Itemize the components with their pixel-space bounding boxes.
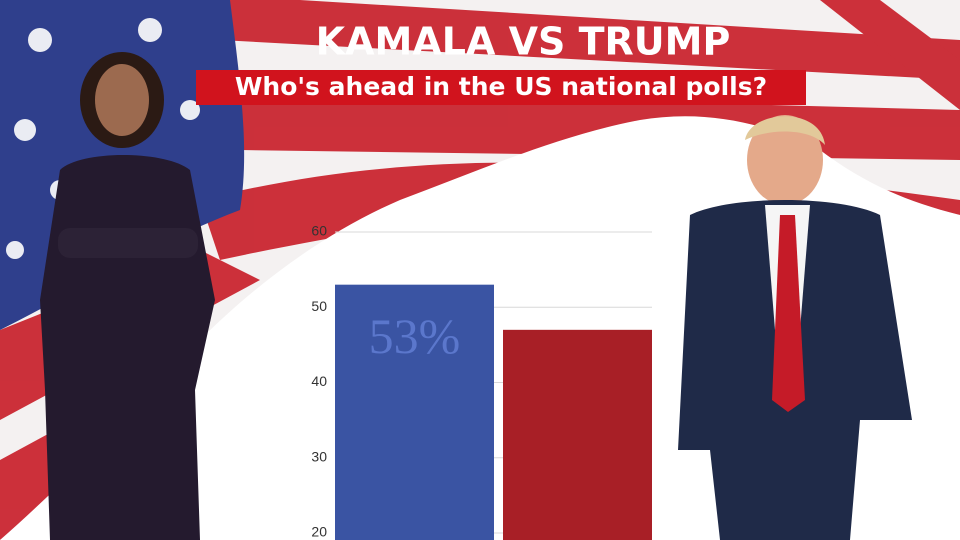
person-right xyxy=(678,115,912,540)
y-tick-label: 20 xyxy=(311,524,327,540)
chart-title: KAMALA VS TRUMP xyxy=(316,20,731,64)
plot-area: 20 30 40 50 60 53% xyxy=(311,223,652,540)
y-tick-label: 50 xyxy=(311,298,327,314)
y-tick-label: 60 xyxy=(311,223,327,239)
y-tick-label: 30 xyxy=(311,448,327,464)
subtitle-box xyxy=(196,70,806,105)
y-tick-label: 40 xyxy=(311,373,327,389)
person-left xyxy=(40,52,215,540)
bar xyxy=(503,329,652,540)
chart-subtitle: Who's ahead in the US national polls? xyxy=(235,72,767,101)
data-label: 53% xyxy=(369,308,461,364)
bar xyxy=(335,284,494,540)
